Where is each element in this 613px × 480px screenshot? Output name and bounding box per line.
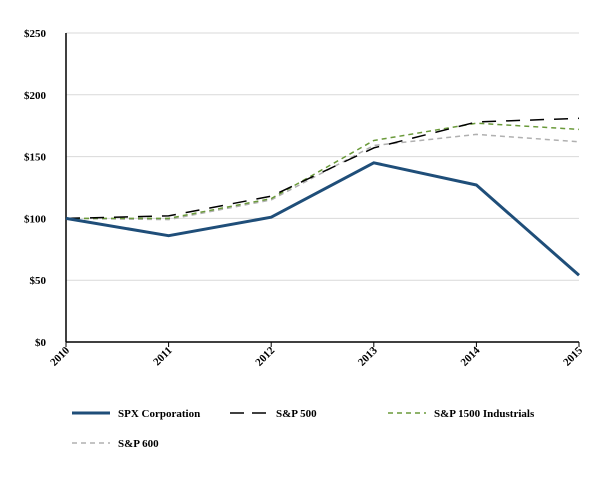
x-tick-label: 2011	[151, 345, 175, 369]
legend-item: S&P 500	[230, 408, 317, 420]
legend-item: S&P 600	[72, 438, 159, 450]
legend-item: S&P 1500 Industrials	[388, 408, 535, 420]
y-tick-label: $0	[35, 337, 47, 349]
x-tick-label: 2013	[356, 344, 380, 368]
y-tick-label: $100	[24, 213, 47, 225]
x-tick-label: 2014	[458, 344, 482, 368]
series-lines	[65, 117, 580, 277]
series-line-s-p-1500-industrials	[66, 122, 580, 220]
series-line-s-p-500	[65, 117, 580, 220]
series-line-s-p-600	[65, 133, 580, 221]
x-tick-label: 2010	[48, 344, 72, 368]
gridlines	[66, 32, 579, 281]
y-tick-label: $200	[24, 90, 47, 102]
x-tick-label: 2012	[253, 344, 277, 368]
y-tick-label: $250	[24, 28, 47, 40]
legend-label: SPX Corporation	[118, 408, 200, 420]
legend-item: SPX Corporation	[72, 408, 200, 420]
legend-label: S&P 500	[276, 408, 317, 420]
x-tick-label: 2015	[561, 344, 585, 368]
y-tick-label: $150	[24, 152, 47, 164]
y-tick-label: $50	[30, 275, 47, 287]
legend-label: S&P 1500 Industrials	[434, 408, 535, 420]
axes: $0 $50 $100 $150 $200 $250 2010 2011 2012 2013 201…	[24, 28, 585, 369]
legend: SPX Corporation S&P 500 S&P 1500 Industria…	[72, 408, 535, 450]
series-line-spx-corporation	[65, 161, 580, 277]
legend-label: S&P 600	[118, 438, 159, 450]
